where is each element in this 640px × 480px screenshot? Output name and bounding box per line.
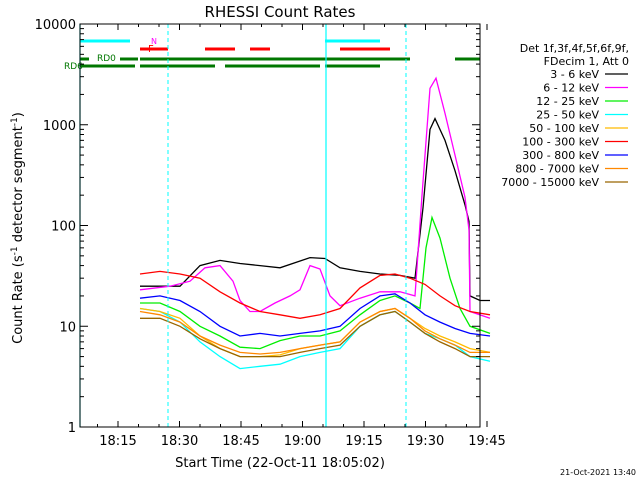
- series-line-5: [139, 270, 491, 319]
- y-axis-label-exp1: -1: [10, 246, 20, 255]
- series-line-8: [140, 310, 490, 358]
- legend-header-2: FDecim 1, Att 0: [544, 55, 629, 68]
- flag-rd6-label: RD6: [64, 62, 83, 72]
- legend-label-0: 3 - 6 keV: [550, 68, 599, 81]
- x-tick-label-1: 18:30: [161, 434, 198, 449]
- y-axis-label-main: Count Rate (s: [11, 255, 26, 344]
- y-tick-label-1: 10: [59, 320, 76, 335]
- flag-layer: NF RD0 RD6: [64, 37, 480, 72]
- plot-frame: [79, 23, 481, 428]
- x-tick-label-3: 19:00: [284, 434, 321, 449]
- legend-label-6: 300 - 800 keV: [522, 149, 599, 162]
- y-axis-label-mid: detector segment: [11, 126, 26, 246]
- legend-label-1: 6 - 12 keV: [543, 82, 599, 95]
- y-tick-label-3: 1000: [43, 119, 76, 134]
- y-tick-label-0: 1: [68, 421, 76, 436]
- series-line-6: [139, 293, 491, 337]
- legend: Det 1f,3f,4f,5f,6f,9f, FDecim 1, Att 0 3…: [501, 42, 629, 189]
- series-line-2: [140, 215, 491, 350]
- y-axis-label-end: ): [11, 112, 26, 117]
- series-layer: [139, 76, 491, 370]
- legend-header-1: Det 1f,3f,4f,5f,6f,9f,: [520, 42, 629, 55]
- series-line-1: [139, 76, 491, 319]
- x-tick-label-0: 18:15: [99, 434, 136, 449]
- flag-n-label: N: [151, 37, 157, 46]
- x-tick-label-5: 19:30: [407, 434, 444, 449]
- series-line-7: [139, 307, 490, 355]
- legend-label-4: 50 - 100 keV: [529, 122, 599, 135]
- y-tick-label-4: 10000: [35, 18, 76, 33]
- chart-title: RHESSI Count Rates: [205, 3, 356, 21]
- flag-rd0-label: RD0: [97, 54, 116, 64]
- legend-label-5: 100 - 300 keV: [522, 136, 599, 149]
- x-tick-label-4: 19:15: [345, 434, 382, 449]
- legend-label-3: 25 - 50 keV: [536, 109, 599, 122]
- y-axis-label-exp2: -1: [10, 117, 20, 126]
- legend-label-2: 12 - 25 keV: [536, 95, 599, 108]
- flag-f-label: F: [148, 44, 154, 55]
- y-tick-label-2: 100: [51, 220, 76, 235]
- x-tick-label-2: 18:45: [222, 434, 259, 449]
- x-axis-label: Start Time (22-Oct-11 18:05:02): [175, 456, 385, 471]
- legend-label-8: 7000 - 15000 keV: [501, 176, 599, 189]
- x-tick-label-6: 19:45: [468, 434, 505, 449]
- axis-layer: 18:15 18:30 18:45 19:00 19:15 19:30 19:45 1 10 10…: [35, 18, 506, 449]
- y-axis-label: Count Rate (s-1 detector segment-1): [10, 112, 26, 344]
- legend-label-7: 800 - 7000 keV: [515, 163, 599, 176]
- timestamp: 21-Oct-2021 13:40: [560, 468, 636, 477]
